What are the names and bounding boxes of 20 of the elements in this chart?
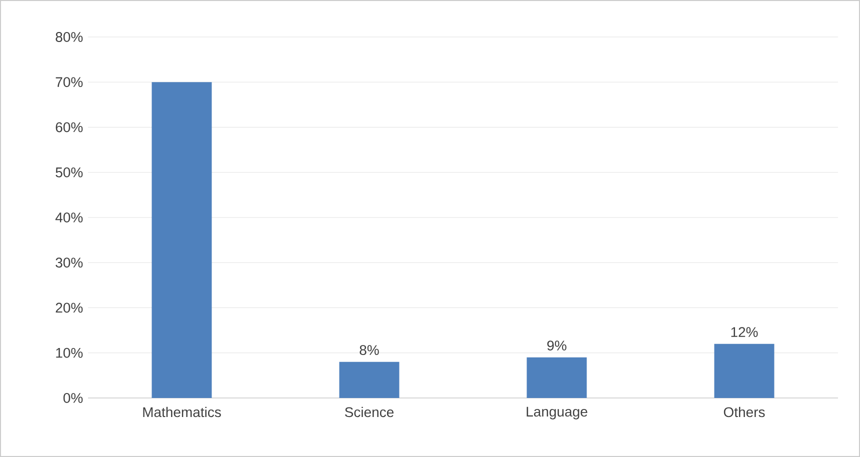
y-tick-label: 50% [56, 167, 83, 178]
y-tick-label: 20% [56, 302, 83, 313]
y-tick-label: 0% [63, 393, 83, 403]
y-tick-label: 40% [55, 212, 83, 222]
data-label: 9% [547, 340, 566, 351]
x-tick-label: Science [344, 406, 394, 418]
y-tick-label: 70% [56, 77, 83, 88]
bar [714, 344, 774, 398]
x-tick-label: Language [526, 406, 588, 420]
bar [339, 362, 400, 398]
y-tick-label: 80% [56, 32, 83, 42]
bar [526, 357, 587, 398]
y-tick-label: 10% [56, 348, 83, 358]
data-label: 8% [360, 345, 379, 356]
y-tick-label: 30% [56, 258, 83, 268]
x-tick-label: Others [724, 406, 765, 418]
y-tick-label: 60% [56, 122, 83, 132]
bar [152, 82, 212, 398]
x-tick-label: Mathematics [143, 406, 221, 418]
data-label: 12% [731, 327, 758, 337]
